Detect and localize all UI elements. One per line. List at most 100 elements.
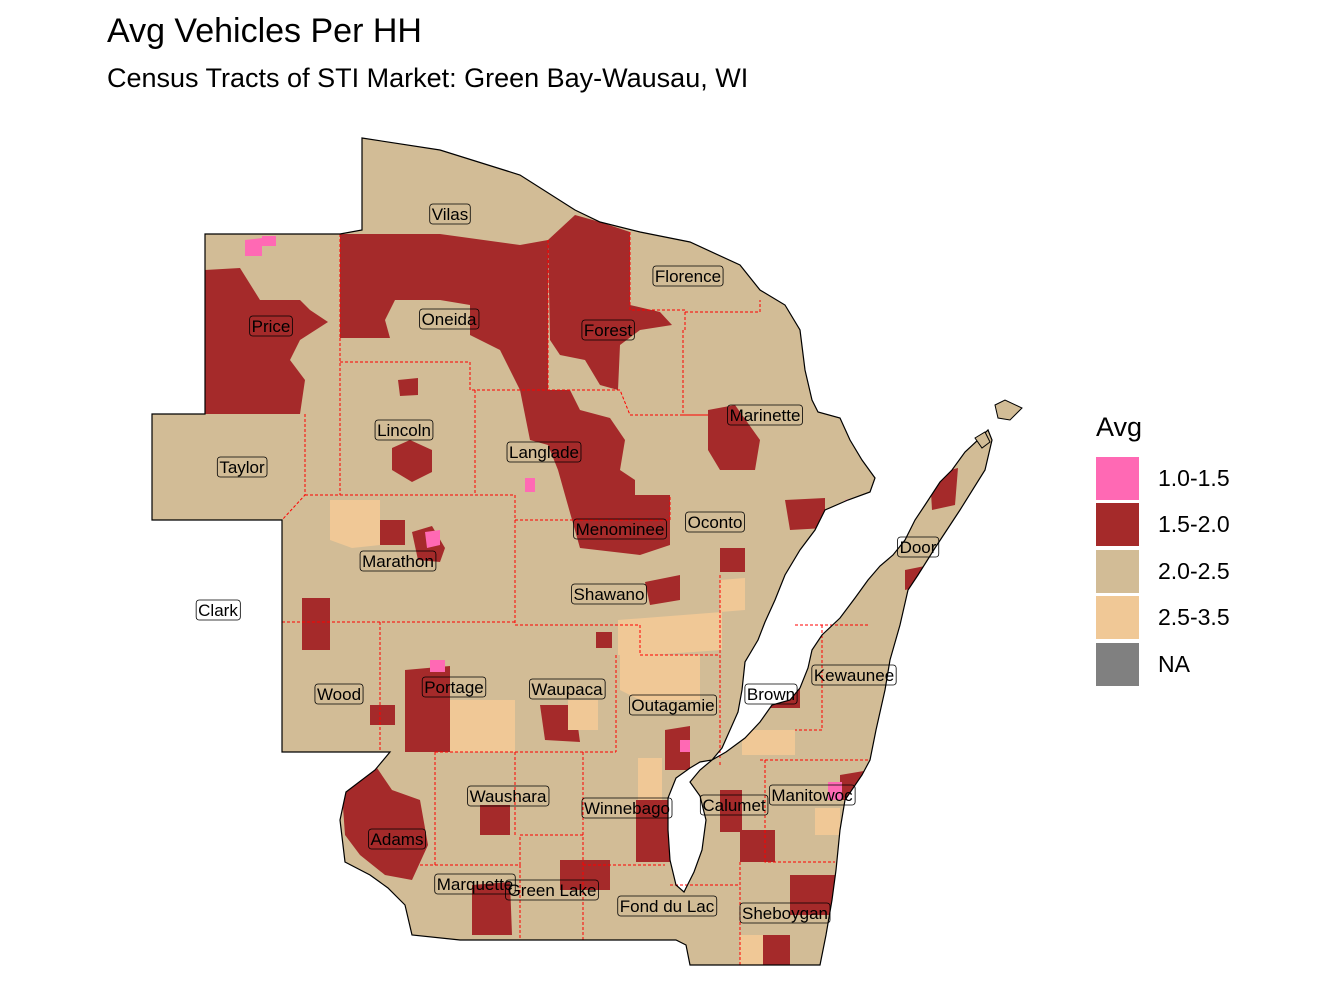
county-label-waupaca: Waupaca <box>529 678 606 700</box>
county-label-text: Oneida <box>422 310 477 329</box>
county-label-taylor: Taylor <box>216 456 268 478</box>
county-label-text: Menominee <box>576 520 665 539</box>
county-label-manitowoc: Manitowoc <box>768 784 856 806</box>
county-label-vilas: Vilas <box>429 203 471 225</box>
county-label-kewaunee: Kewaunee <box>811 664 897 686</box>
county-label-box <box>727 404 803 426</box>
county-label-box <box>368 828 426 850</box>
county-label-marquette: Marquette <box>434 873 516 895</box>
county-label-text: Marquette <box>437 875 514 894</box>
county-label-box <box>744 683 798 705</box>
county-label-oconto: Oconto <box>685 511 745 533</box>
county-label-outagamie: Outagamie <box>629 694 717 716</box>
legend-swatch <box>1096 503 1139 547</box>
county-label-marinette: Marinette <box>727 404 803 426</box>
county-label-text: Clark <box>198 601 238 620</box>
county-label-forest: Forest <box>581 319 635 341</box>
tracts-1-5-to-2-0 <box>205 215 958 965</box>
county-label-text: Vilas <box>432 205 469 224</box>
map-title: Avg Vehicles Per HH <box>107 12 422 50</box>
county-label-wood: Wood <box>314 683 364 705</box>
county-label-price: Price <box>249 315 293 337</box>
legend-item: NA <box>1096 641 1230 688</box>
county-label-box <box>529 678 606 700</box>
legend-swatch <box>1096 456 1139 500</box>
county-label-text: Kewaunee <box>814 666 894 685</box>
county-label-text: Waupaca <box>531 680 603 699</box>
legend-title: Avg <box>1096 412 1143 442</box>
legend-label: 2.0-2.5 <box>1158 557 1230 584</box>
legend-label: 1.0-1.5 <box>1158 464 1230 491</box>
county-label-adams: Adams <box>368 828 426 850</box>
county-label-box <box>216 456 268 478</box>
county-label-text: Waushara <box>470 787 547 806</box>
map-subtitle: Census Tracts of STI Market: Green Bay-W… <box>107 63 749 93</box>
county-label-oneida: Oneida <box>419 308 480 330</box>
county-label-text: Taylor <box>219 458 265 477</box>
county-label-box <box>652 265 724 287</box>
county-label-text: Forest <box>584 321 632 340</box>
county-label-text: Adams <box>371 830 424 849</box>
legend-item: 2.0-2.5 <box>1096 548 1230 595</box>
county-label-green-lake: Green Lake <box>505 879 599 901</box>
county-label-box <box>897 536 940 558</box>
legend-swatch <box>1096 549 1139 593</box>
legend-swatch <box>1096 642 1139 686</box>
islands <box>974 399 1023 449</box>
legend-label: NA <box>1158 650 1190 677</box>
county-label-text: Fond du Lac <box>620 897 715 916</box>
county-label-sheboygan: Sheboygan <box>739 902 831 924</box>
county-label-box <box>629 694 717 716</box>
county-label-text: Shawano <box>574 585 645 604</box>
county-label-langlade: Langlade <box>506 441 582 463</box>
legend-item: 2.5-3.5 <box>1096 595 1230 642</box>
county-label-box <box>811 664 897 686</box>
county-label-box <box>617 895 718 917</box>
tract-fills <box>205 215 958 965</box>
county-label-door: Door <box>897 536 940 558</box>
county-label-text: Portage <box>424 678 484 697</box>
county-label-text: Price <box>252 317 291 336</box>
county-label-clark: Clark <box>195 599 241 621</box>
legend-item: 1.5-2.0 <box>1096 502 1230 549</box>
county-label-box <box>699 794 769 816</box>
county-label-box <box>506 441 582 463</box>
county-label-box <box>573 518 667 540</box>
county-label-box <box>314 683 364 705</box>
county-labels: Vilas Florence Price Oneida Forest Marinette L… <box>195 203 940 924</box>
county-label-box <box>359 550 437 572</box>
county-label-text: Door <box>900 538 937 557</box>
county-label-text: Marinette <box>730 406 801 425</box>
legend-items: 1.0-1.5 1.5-2.0 2.0-2.5 2.5-3.5 NA <box>1096 455 1230 688</box>
county-label-fond-du-lac: Fond du Lac <box>617 895 718 917</box>
county-label-box <box>739 902 831 924</box>
county-label-box <box>421 676 487 698</box>
county-label-text: Brown <box>747 685 795 704</box>
legend: Avg 1.0-1.5 1.5-2.0 2.0-2.5 2.5-3.5 NA <box>1096 412 1230 688</box>
county-label-box <box>685 511 745 533</box>
legend-item: 1.0-1.5 <box>1096 455 1230 502</box>
county-label-text: Outagamie <box>631 696 714 715</box>
county-label-lincoln: Lincoln <box>374 419 434 441</box>
county-label-box <box>768 784 856 806</box>
county-label-box <box>429 203 471 225</box>
county-label-text: Wood <box>317 685 361 704</box>
county-label-box <box>434 873 516 895</box>
county-label-text: Sheboygan <box>742 904 828 923</box>
county-boundaries <box>281 232 870 965</box>
county-label-winnebago: Winnebago <box>581 797 673 819</box>
county-label-box <box>249 315 293 337</box>
legend-swatch <box>1096 596 1139 640</box>
county-label-text: Langlade <box>509 443 579 462</box>
county-label-text: Florence <box>655 267 721 286</box>
county-label-text: Marathon <box>362 552 434 571</box>
county-label-box <box>581 797 673 819</box>
county-label-shawano: Shawano <box>571 583 647 605</box>
county-label-text: Manitowoc <box>771 786 853 805</box>
county-label-text: Winnebago <box>584 799 670 818</box>
county-label-brown: Brown <box>744 683 798 705</box>
county-label-text: Oconto <box>688 513 743 532</box>
county-label-box <box>467 785 550 807</box>
legend-label: 1.5-2.0 <box>1158 511 1230 538</box>
